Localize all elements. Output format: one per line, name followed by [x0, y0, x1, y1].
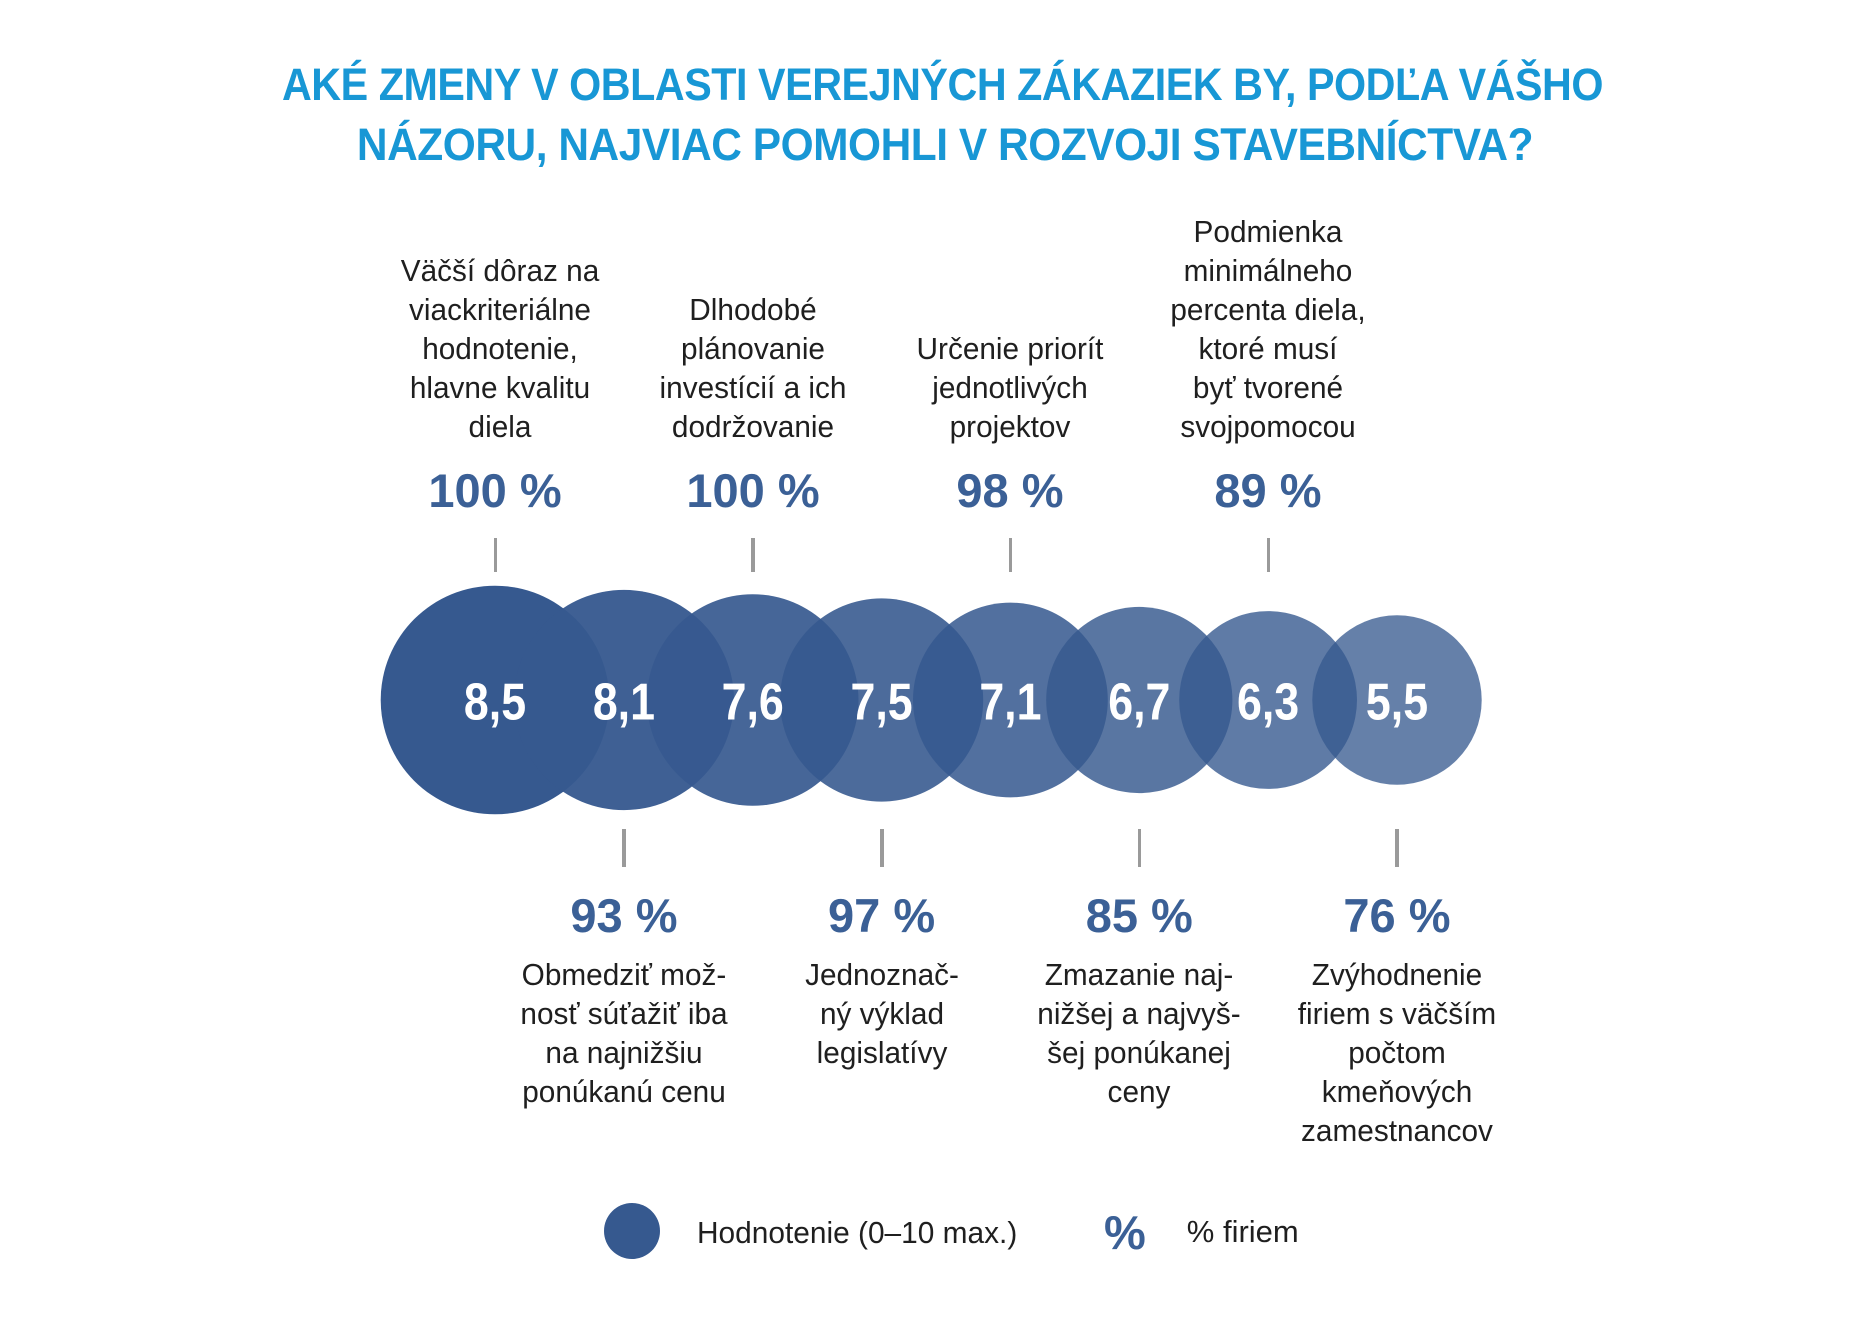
- svg-text:7,5: 7,5: [851, 673, 913, 731]
- svg-text:5,5: 5,5: [1366, 673, 1428, 731]
- svg-text:6,7: 6,7: [1108, 673, 1170, 731]
- svg-text:6,3: 6,3: [1237, 673, 1299, 731]
- svg-text:8,5: 8,5: [464, 673, 526, 731]
- svg-text:8,1: 8,1: [593, 673, 655, 731]
- svg-text:7,1: 7,1: [979, 673, 1041, 731]
- svg-text:7,6: 7,6: [722, 673, 784, 731]
